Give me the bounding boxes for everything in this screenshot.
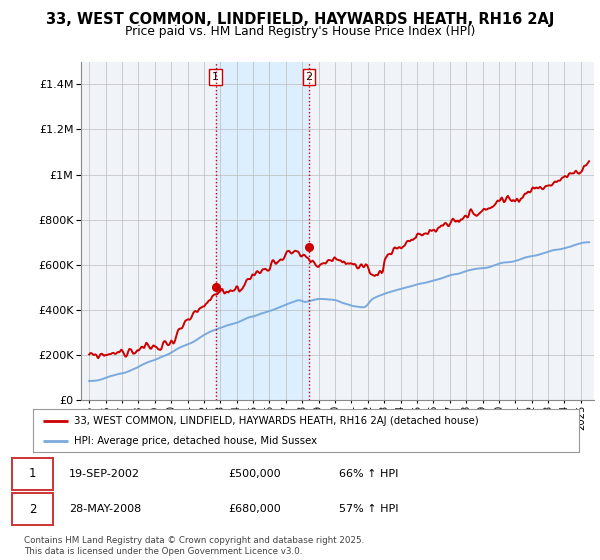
Text: 28-MAY-2008: 28-MAY-2008 — [69, 505, 141, 514]
Text: £680,000: £680,000 — [228, 505, 281, 514]
Text: 1: 1 — [212, 72, 219, 82]
Text: 19-SEP-2002: 19-SEP-2002 — [69, 469, 140, 479]
Text: 57% ↑ HPI: 57% ↑ HPI — [339, 505, 398, 514]
Text: 33, WEST COMMON, LINDFIELD, HAYWARDS HEATH, RH16 2AJ (detached house): 33, WEST COMMON, LINDFIELD, HAYWARDS HEA… — [74, 416, 479, 426]
Text: Price paid vs. HM Land Registry's House Price Index (HPI): Price paid vs. HM Land Registry's House … — [125, 25, 475, 38]
Bar — [216, 62, 309, 400]
FancyBboxPatch shape — [12, 458, 53, 489]
Text: HPI: Average price, detached house, Mid Sussex: HPI: Average price, detached house, Mid … — [74, 436, 317, 446]
Text: £500,000: £500,000 — [228, 469, 281, 479]
Text: 66% ↑ HPI: 66% ↑ HPI — [339, 469, 398, 479]
FancyBboxPatch shape — [12, 493, 53, 525]
Text: 2: 2 — [305, 72, 313, 82]
Text: 2: 2 — [29, 503, 36, 516]
Text: Contains HM Land Registry data © Crown copyright and database right 2025.
This d: Contains HM Land Registry data © Crown c… — [24, 536, 364, 556]
Text: 33, WEST COMMON, LINDFIELD, HAYWARDS HEATH, RH16 2AJ: 33, WEST COMMON, LINDFIELD, HAYWARDS HEA… — [46, 12, 554, 27]
Text: 1: 1 — [29, 467, 36, 480]
